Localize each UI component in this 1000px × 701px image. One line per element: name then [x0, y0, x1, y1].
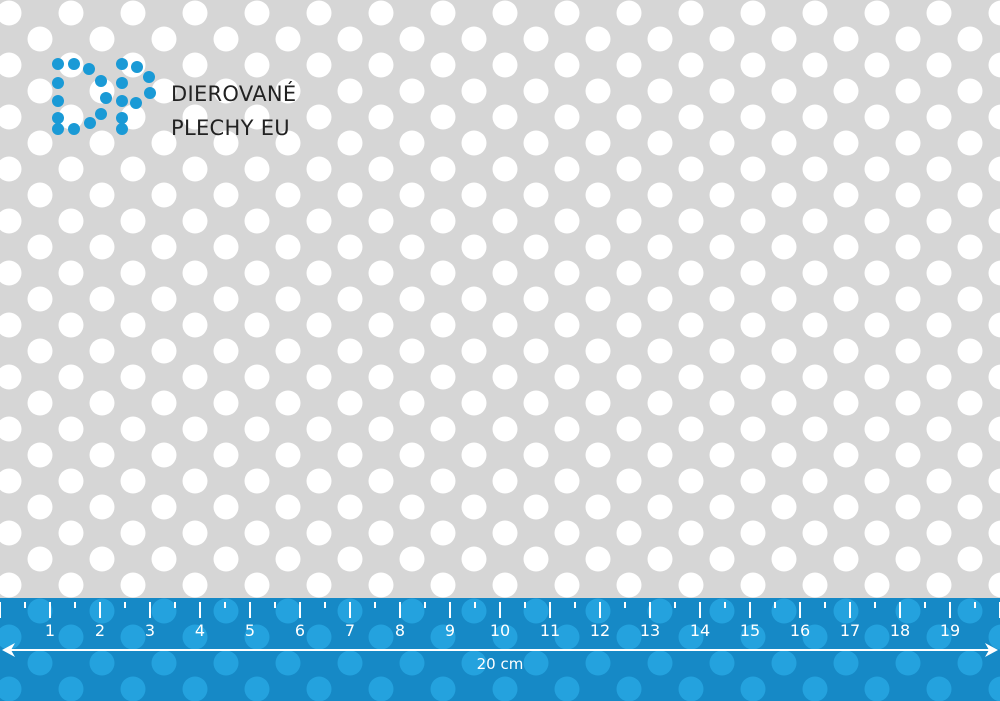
ruler-label: 2 [94, 621, 106, 640]
ruler-label: 3 [144, 621, 156, 640]
ruler-label: 6 [294, 621, 306, 640]
sheet-holes [0, 0, 1000, 598]
ruler-label: 11 [539, 621, 561, 640]
ruler-label: 10 [489, 621, 511, 640]
ruler-label: 5 [244, 621, 256, 640]
ruler-label: 8 [394, 621, 406, 640]
ruler-label: 14 [689, 621, 711, 640]
ruler-label: 19 [939, 621, 961, 640]
ruler-label: 1 [44, 621, 56, 640]
ruler-label: 18 [889, 621, 911, 640]
ruler-label: 13 [639, 621, 661, 640]
ruler-ticks [0, 602, 1000, 618]
ruler-label: 16 [789, 621, 811, 640]
brand-line-1: DIEROVANÉ [171, 82, 297, 106]
ruler-label: 17 [839, 621, 861, 640]
ruler-label: 9 [444, 621, 456, 640]
ruler-label: 4 [194, 621, 206, 640]
ruler-label: 15 [739, 621, 761, 640]
ruler-label: 7 [344, 621, 356, 640]
total-length-label: 20 cm [476, 655, 524, 673]
brand-line-2: PLECHY EU [171, 116, 290, 140]
ruler-label: 12 [589, 621, 611, 640]
dimension-arrow [2, 643, 998, 657]
dp-logo-icon [52, 58, 156, 135]
